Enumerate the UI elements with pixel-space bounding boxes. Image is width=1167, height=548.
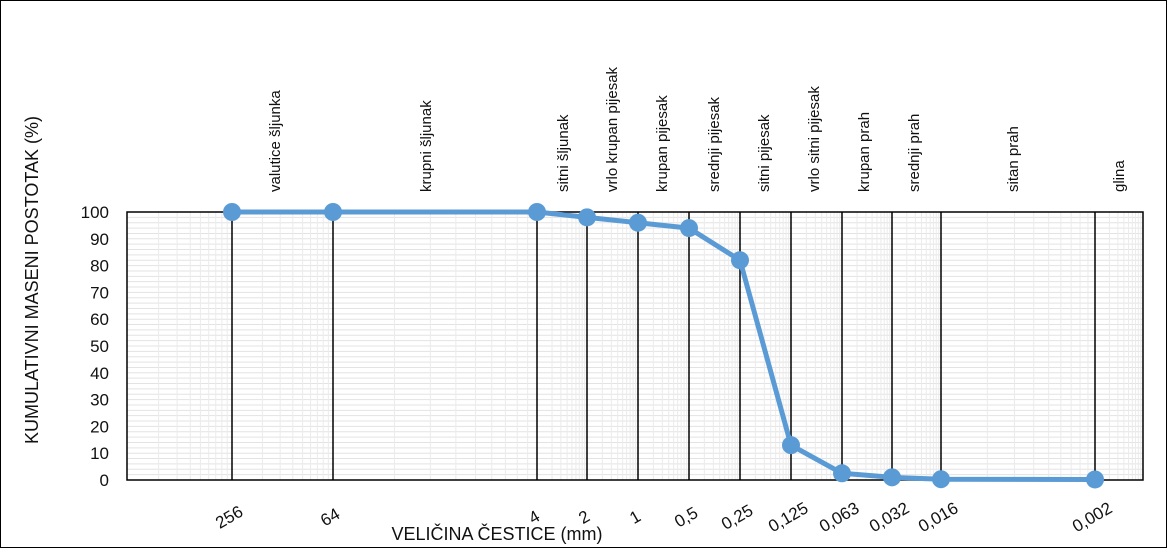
fraction-label: sitni pijesak — [756, 114, 773, 192]
x-tick-label: 0,063 — [816, 498, 862, 536]
data-point — [1086, 470, 1104, 489]
y-axis-title: KUMULATIVNI MASENI POSTOTAK (%) — [22, 116, 42, 444]
y-tick-label: 30 — [90, 391, 109, 410]
x-tick-label: 0,25 — [718, 501, 756, 534]
data-point — [629, 213, 647, 232]
data-point — [932, 470, 950, 489]
data-point — [223, 203, 241, 221]
y-tick-label: 60 — [90, 310, 109, 329]
fraction-label: sitan prah — [1005, 126, 1022, 192]
plot-area-border — [126, 211, 1144, 481]
y-tick-label: 40 — [90, 364, 109, 383]
x-tick-label: 0,125 — [765, 498, 811, 536]
fraction-label: srednji prah — [906, 114, 923, 192]
fraction-label: krupan pijesak — [654, 95, 671, 192]
data-point — [680, 219, 698, 238]
y-tick-label: 10 — [90, 444, 109, 463]
y-tick-label: 90 — [90, 230, 109, 249]
data-point — [528, 203, 546, 221]
x-axis-title: VELIČINA ČESTICE (mm) — [391, 523, 602, 544]
fraction-label: srednji pijesak — [706, 96, 723, 192]
x-tick-label: 256 — [212, 502, 246, 533]
y-tick-label: 50 — [90, 337, 109, 356]
fraction-label: vrlo krupan pijesak — [604, 66, 621, 192]
fraction-label: krupan prah — [856, 112, 873, 192]
data-point — [833, 464, 851, 483]
fraction-label: valutice šljunka — [267, 90, 284, 192]
fraction-labels: valutice šljunka krupni šljunak sitni šlju… — [267, 66, 1128, 192]
fraction-boundary-lines — [231, 212, 1096, 480]
data-point — [324, 203, 342, 221]
fraction-label: vrlo sitni pijesak — [806, 86, 823, 192]
y-tick-label: 100 — [81, 203, 109, 222]
y-tick-label: 80 — [90, 257, 109, 276]
fraction-label: krupni šljunak — [418, 100, 435, 192]
y-tick-label: 0 — [100, 471, 109, 490]
data-point — [731, 251, 749, 270]
y-tick-label: 20 — [90, 417, 109, 436]
data-point — [578, 208, 596, 227]
fraction-label: sitni šljunak — [555, 114, 572, 192]
data-point — [883, 468, 901, 487]
x-tick-label: 64 — [317, 504, 343, 530]
series-markers — [223, 203, 1104, 489]
y-axis-ticks: 0 10 20 30 40 50 60 70 80 90 100 — [81, 203, 109, 490]
y-tick-label: 70 — [90, 283, 109, 302]
x-tick-label: 0,002 — [1069, 498, 1115, 536]
x-tick-label: 0,5 — [671, 503, 701, 531]
data-point — [782, 436, 800, 455]
fraction-label: glina — [1111, 160, 1128, 192]
x-axis-ticks: 256 64 4 2 1 0,5 0,25 0,125 0,063 0,032 0,016 0,002 — [212, 498, 1115, 536]
x-tick-label: 0,032 — [866, 498, 912, 536]
x-tick-label: 0,016 — [915, 498, 961, 536]
minor-gridlines — [127, 212, 1144, 480]
x-tick-label: 1 — [626, 507, 644, 528]
